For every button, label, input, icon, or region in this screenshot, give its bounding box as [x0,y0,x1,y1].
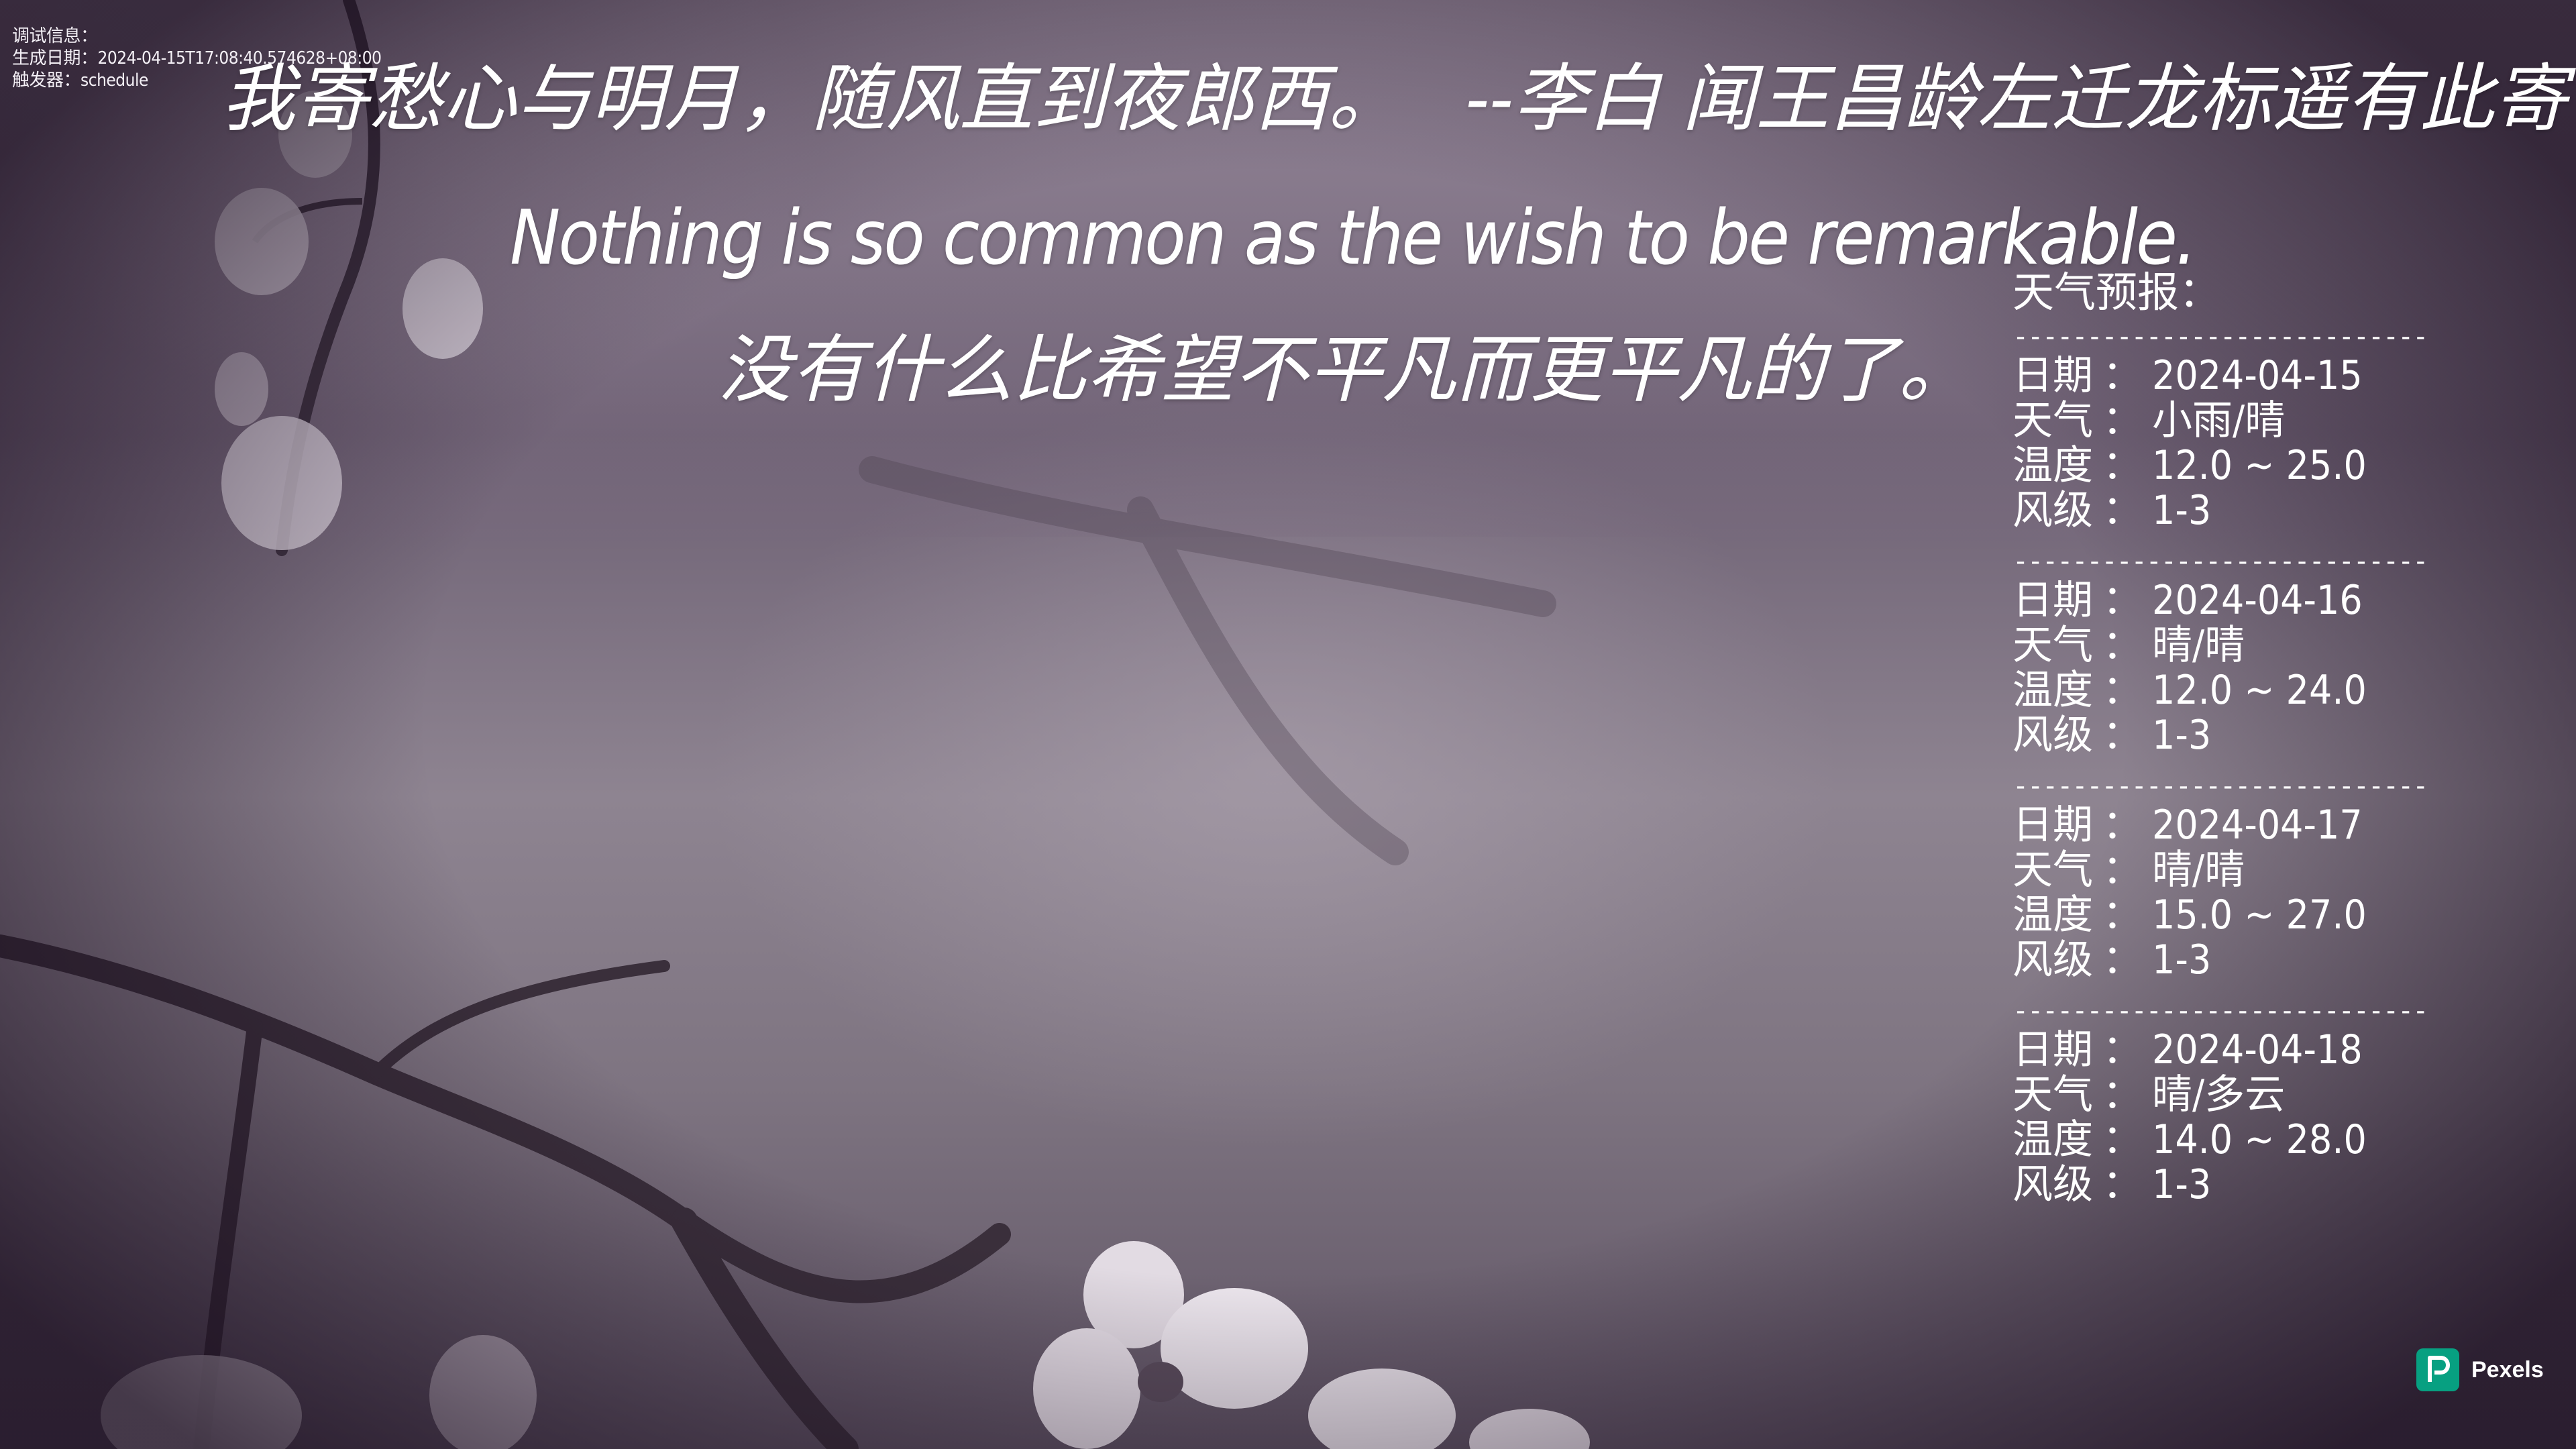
label-separator: ： [2102,577,2143,624]
label-separator: ： [2102,936,2143,983]
weather-label: 天气 [2012,622,2093,669]
wind-value: 1-3 [2152,1161,2212,1208]
weather-temperature-row: 温度： 12.0 ~ 25.0 [2012,443,2442,488]
debug-trigger-label: 触发器： [12,70,81,91]
label-separator: ： [2102,1071,2143,1118]
label-separator: ： [2102,622,2143,669]
weather-label: 天气 [2012,397,2093,444]
date-value: 2024-04-18 [2152,1026,2363,1073]
debug-generated-label: 生成日期： [12,48,98,68]
debug-trigger-row: 触发器：schedule [12,70,381,92]
label-separator: ： [2102,397,2143,444]
temperature-value: 14.0 ~ 28.0 [2152,1116,2367,1163]
temperature-value: 12.0 ~ 25.0 [2152,442,2367,489]
weather-condition-row: 天气：晴/多云 [2012,1073,2442,1118]
weather-forecast-panel: 天气预报： ---------------------------- 日期： 20… [2012,265,2442,1219]
date-label: 日期 [2012,577,2093,624]
weather-temperature-row: 温度： 12.0 ~ 24.0 [2012,668,2442,713]
label-separator: ： [2102,1116,2143,1163]
date-value: 2024-04-17 [2152,802,2363,849]
quote-chinese-line: 我寄愁心与明月，随风直到夜郎西。 --李白 闻王昌龄左迁龙标遥有此寄 [221,56,2568,142]
debug-generated-value: 2024-04-15T17:08:40.574628+08:00 [97,48,382,68]
weather-condition-row: 天气：小雨/晴 [2012,398,2442,443]
weather-date-row: 日期： 2024-04-15 [2012,354,2442,398]
wind-value: 1-3 [2152,712,2212,759]
wind-label: 风级 [2012,1161,2093,1208]
debug-trigger-value: schedule [80,70,148,91]
weather-value: 晴/晴 [2152,847,2245,894]
label-separator: ： [2102,712,2143,759]
weather-temperature-row: 温度： 15.0 ~ 27.0 [2012,893,2442,938]
label-separator: ： [2102,487,2143,534]
weather-label: 天气 [2012,847,2093,894]
wind-label: 风级 [2012,712,2093,759]
weather-label: 天气 [2012,1071,2093,1118]
weather-wind-row: 风级： 1-3 [2012,938,2442,983]
weather-value: 晴/多云 [2152,1071,2286,1118]
pexels-p-icon [2428,1356,2450,1382]
weather-date-row: 日期： 2024-04-16 [2012,578,2442,623]
temperature-label: 温度 [2012,1116,2093,1163]
pexels-logo-icon [2416,1348,2459,1391]
weather-date-row: 日期： 2024-04-17 [2012,803,2442,848]
label-separator: ： [2102,802,2143,849]
weather-divider: ---------------------------- [2012,321,2428,352]
weather-divider: ---------------------------- [2012,771,2428,802]
date-value: 2024-04-15 [2152,352,2363,399]
wind-label: 风级 [2012,936,2093,983]
weather-day: 日期： 2024-04-15 天气：小雨/晴 温度： 12.0 ~ 25.0 风级：… [2012,354,2442,545]
label-separator: ： [2102,847,2143,894]
temperature-label: 温度 [2012,667,2093,714]
wind-value: 1-3 [2152,936,2212,983]
temperature-value: 15.0 ~ 27.0 [2152,892,2367,938]
weather-wind-row: 风级： 1-3 [2012,488,2442,533]
date-label: 日期 [2012,352,2093,399]
weather-wind-row: 风级： 1-3 [2012,1163,2442,1208]
label-separator: ： [2102,352,2143,399]
weather-day: 日期： 2024-04-16 天气：晴/晴 温度： 12.0 ~ 24.0 风级： 1… [2012,578,2442,769]
label-separator: ： [2102,892,2143,938]
quote-translation-line: 没有什么比希望不平凡而更平凡的了。 [718,327,1972,413]
weather-day: 日期： 2024-04-18 天气：晴/多云 温度： 14.0 ~ 28.0 风级：… [2012,1028,2442,1219]
date-label: 日期 [2012,802,2093,849]
weather-divider: ---------------------------- [2012,996,2428,1026]
label-separator: ： [2102,1161,2143,1208]
weather-day: 日期： 2024-04-17 天气：晴/晴 温度： 15.0 ~ 27.0 风级： 1… [2012,803,2442,994]
label-separator: ： [2102,1026,2143,1073]
debug-generated-row: 生成日期：2024-04-15T17:08:40.574628+08:00 [12,48,382,70]
weather-wind-row: 风级： 1-3 [2012,713,2442,758]
weather-value: 小雨/晴 [2152,397,2286,444]
label-separator: ： [2102,667,2143,714]
weather-title: 天气预报： [2012,268,2221,317]
weather-condition-row: 天气：晴/晴 [2012,848,2442,893]
weather-value: 晴/晴 [2152,622,2245,669]
weather-date-row: 日期： 2024-04-18 [2012,1028,2442,1073]
quote-english-line: Nothing is so common as the wish to be r… [510,195,2197,282]
pexels-brand-label: Pexels [2471,1356,2544,1383]
weather-temperature-row: 温度： 14.0 ~ 28.0 [2012,1118,2442,1163]
pexels-credit[interactable]: Pexels [2416,1348,2544,1391]
wind-label: 风级 [2012,487,2093,534]
date-label: 日期 [2012,1026,2093,1073]
temperature-value: 12.0 ~ 24.0 [2152,667,2367,714]
debug-info: 调试信息： 生成日期：2024-04-15T17:08:40.574628+08… [12,25,382,92]
temperature-label: 温度 [2012,442,2093,489]
label-separator: ： [2102,442,2143,489]
weather-condition-row: 天气：晴/晴 [2012,623,2442,668]
date-value: 2024-04-16 [2152,577,2363,624]
wind-value: 1-3 [2152,487,2212,534]
temperature-label: 温度 [2012,892,2093,938]
debug-title: 调试信息： [12,26,98,46]
weather-divider: ---------------------------- [2012,546,2428,577]
